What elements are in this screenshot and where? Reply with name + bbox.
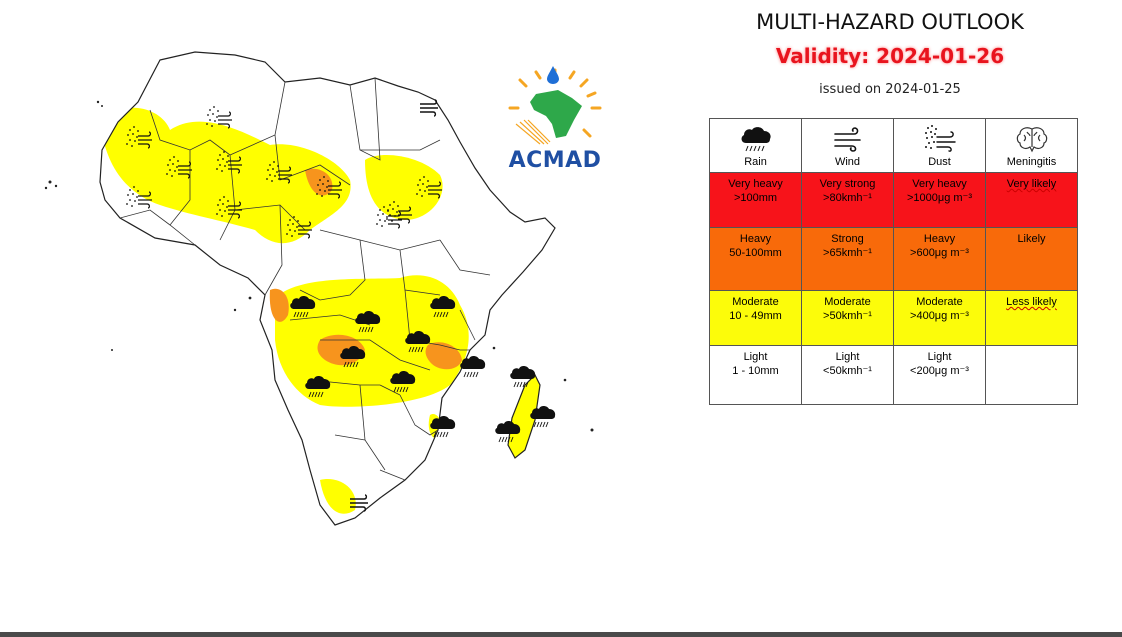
dust-marker-icon [286, 216, 312, 239]
rain-marker-icon [460, 356, 486, 378]
legend-cell: Moderate >400μg m⁻³ [893, 290, 986, 346]
legend-cell [985, 345, 1078, 405]
dust-marker-icon [416, 176, 442, 199]
cell-line2: <50kmh⁻¹ [823, 365, 872, 377]
cell-line1: Strong [831, 233, 864, 245]
legend-header-row: Rain Wind [709, 118, 1078, 173]
bottom-bar [0, 632, 1122, 637]
rain-marker-icon [340, 346, 366, 368]
legend-cell: Strong >65kmh⁻¹ [801, 227, 894, 291]
africa-hazard-map [44, 51, 594, 526]
legend-cell: Heavy 50-100mm [709, 227, 802, 291]
rain-cloud-icon [741, 127, 771, 152]
legend-cell: Very heavy >100mm [709, 172, 802, 228]
cell-line2: <200μg m⁻³ [910, 365, 969, 377]
dust-marker-icon [166, 156, 192, 179]
cell-line1: Very heavy [728, 178, 783, 190]
cell-line1: Very heavy [912, 178, 967, 190]
legend-cell: Light <50kmh⁻¹ [801, 345, 894, 405]
dust-marker-icon [266, 161, 292, 184]
rain-marker-icon [405, 331, 431, 353]
wind-marker-icon [350, 494, 368, 512]
page-title: MULTI-HAZARD OUTLOOK [756, 10, 1024, 34]
legend-cell: Light <200μg m⁻³ [893, 345, 986, 405]
cell-line1: Very strong [819, 178, 876, 190]
dust-marker-icon [216, 151, 242, 174]
cell-line1: Moderate [824, 296, 871, 308]
legend-row-moderate: Moderate 10 - 49mm Moderate >50kmh⁻¹ Moder… [709, 290, 1078, 346]
rain-marker-icon [390, 371, 416, 393]
legend-header-label: Wind [834, 156, 861, 168]
cell-line2: >65kmh⁻¹ [823, 247, 872, 259]
islands [44, 100, 594, 432]
legend-cell: Likely [985, 227, 1078, 291]
cell-line2: >1000μg m⁻³ [906, 192, 973, 204]
cell-line2: >400μg m⁻³ [910, 310, 969, 322]
cell-line1: Likely [1017, 233, 1046, 245]
dust-marker-icon [376, 206, 402, 229]
cell-line2: >50kmh⁻¹ [823, 310, 872, 322]
country-borders [119, 77, 491, 481]
legend-cell: Heavy >600μg m⁻³ [893, 227, 986, 291]
legend-header-meningitis: Meningitis [985, 118, 1078, 173]
cell-line2: 1 - 10mm [732, 365, 779, 377]
logo-text: ACMAD [508, 148, 602, 173]
cell-line1: Very likely [1006, 178, 1057, 190]
cell-line2: >100mm [733, 192, 778, 204]
legend-cell: Very likely [985, 172, 1078, 228]
cell-line1: Light [927, 351, 952, 363]
legend-cell: Light 1 - 10mm [709, 345, 802, 405]
cell-line1: Light [743, 351, 768, 363]
wind-marker-icon [420, 99, 438, 117]
legend-header-rain: Rain [709, 118, 802, 173]
dust-marker-icon [216, 196, 242, 219]
cell-line2: >80kmh⁻¹ [823, 192, 872, 204]
cell-line2: 50-100mm [729, 247, 782, 259]
legend-header-label: Meningitis [1006, 156, 1057, 168]
legend-row-very-high: Very heavy >100mm Very strong >80kmh⁻¹ Ver… [709, 172, 1078, 228]
cell-line2: >600μg m⁻³ [910, 247, 969, 259]
legend-header-label: Rain [744, 156, 767, 168]
validity-date: Validity: 2024-01-26 [775, 44, 1005, 68]
legend-cell: Less likely [985, 290, 1078, 346]
legend-header-dust: Dust [893, 118, 986, 173]
brain-icon [1016, 127, 1047, 153]
cell-line1: Moderate [916, 296, 963, 308]
legend-cell: Moderate 10 - 49mm [709, 290, 802, 346]
acmad-logo: ACMAD [496, 64, 614, 176]
logo-emblem-icon [508, 66, 602, 145]
cell-line1: Light [835, 351, 860, 363]
cell-line1: Less likely [1006, 296, 1057, 308]
hazard-legend-table: Rain Wind [709, 118, 1078, 405]
cell-line2: 10 - 49mm [729, 310, 782, 322]
hazard-markers [126, 99, 556, 512]
legend-row-high: Heavy 50-100mm Strong >65kmh⁻¹ Heavy >600μg… [709, 227, 1078, 291]
rain-marker-icon [290, 296, 316, 318]
cell-line1: Heavy [739, 233, 772, 245]
legend-header-wind: Wind [801, 118, 894, 173]
cell-line1: Moderate [732, 296, 779, 308]
rain-marker-icon [495, 421, 521, 443]
legend-header-label: Dust [928, 156, 951, 168]
rain-marker-icon [530, 406, 556, 428]
legend-cell: Very strong >80kmh⁻¹ [801, 172, 894, 228]
legend-row-light: Light 1 - 10mm Light <50kmh⁻¹ Light <200μg … [709, 345, 1078, 405]
rain-marker-icon [430, 296, 456, 318]
dust-icon [924, 125, 956, 152]
dust-marker-icon [126, 186, 152, 209]
legend-cell: Very heavy >1000μg m⁻³ [893, 172, 986, 228]
dust-marker-icon [126, 126, 152, 149]
issued-date: issued on 2024-01-25 [819, 82, 961, 97]
rain-marker-icon [355, 311, 381, 333]
wind-icon [833, 127, 861, 152]
hazard-zones [100, 107, 526, 514]
moderate-zones [100, 107, 526, 514]
dust-marker-icon [206, 106, 232, 129]
legend-cell: Moderate >50kmh⁻¹ [801, 290, 894, 346]
dust-marker-icon [316, 176, 342, 199]
rain-marker-icon [510, 366, 536, 388]
rain-marker-icon [305, 376, 331, 398]
rain-marker-icon [430, 416, 456, 438]
cell-line1: Heavy [923, 233, 956, 245]
